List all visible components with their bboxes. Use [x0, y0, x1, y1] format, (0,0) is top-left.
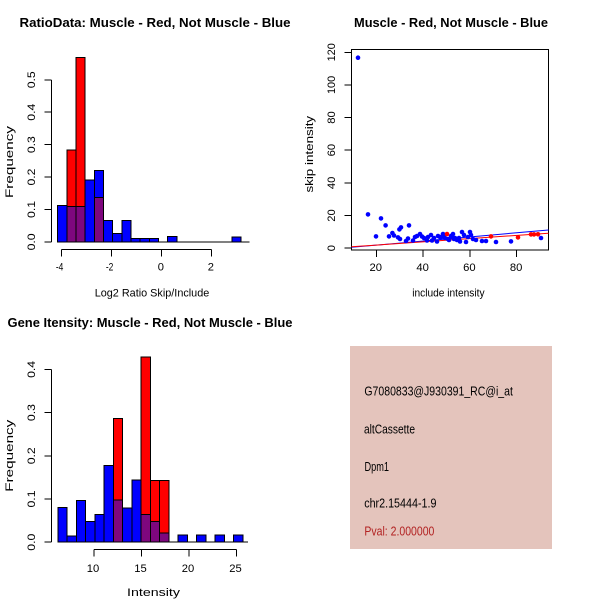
svg-text:0.1: 0.1: [26, 201, 38, 218]
svg-text:0.4: 0.4: [26, 361, 38, 378]
svg-text:40: 40: [416, 262, 429, 274]
svg-text:-2: -2: [106, 262, 114, 274]
svg-text:20: 20: [370, 262, 383, 274]
svg-text:0.0: 0.0: [26, 233, 38, 250]
svg-text:Gene Itensity: Muscle - Red, N: Gene Itensity: Muscle - Red, Not Muscle …: [8, 316, 293, 330]
svg-text:80: 80: [510, 262, 523, 274]
svg-text:Frequency: Frequency: [4, 419, 16, 492]
svg-text:120: 120: [326, 43, 338, 61]
svg-text:0.2: 0.2: [26, 169, 38, 186]
svg-text:10: 10: [87, 563, 100, 575]
svg-text:skip intensity: skip intensity: [304, 115, 316, 192]
svg-text:Dpm1: Dpm1: [365, 460, 390, 474]
svg-text:25: 25: [229, 563, 242, 575]
svg-text:-4: -4: [56, 262, 64, 274]
svg-text:40: 40: [326, 177, 338, 190]
svg-text:chr2.15444-1.9: chr2.15444-1.9: [364, 497, 436, 511]
svg-text:15: 15: [134, 563, 147, 575]
svg-text:100: 100: [326, 76, 338, 94]
svg-text:0: 0: [326, 245, 338, 251]
svg-text:altCassette: altCassette: [364, 423, 415, 437]
svg-text:2: 2: [208, 262, 214, 274]
svg-text:Frequency: Frequency: [4, 125, 16, 198]
svg-text:0.5: 0.5: [26, 71, 38, 88]
svg-text:20: 20: [326, 209, 338, 222]
svg-text:include intensity: include intensity: [412, 288, 485, 300]
svg-text:20: 20: [182, 563, 195, 575]
svg-text:0.1: 0.1: [26, 491, 38, 508]
svg-text:Log2 Ratio Skip/Include: Log2 Ratio Skip/Include: [95, 288, 210, 300]
svg-text:G7080833@J930391_RC@i_at: G7080833@J930391_RC@i_at: [364, 385, 513, 399]
svg-text:Muscle - Red, Not Muscle - Blu: Muscle - Red, Not Muscle - Blue: [354, 16, 548, 30]
svg-text:RatioData: Muscle - Red, Not M: RatioData: Muscle - Red, Not Muscle - Bl…: [20, 16, 291, 30]
svg-text:60: 60: [326, 144, 338, 157]
svg-text:0.3: 0.3: [26, 404, 38, 421]
svg-text:Intensity: Intensity: [127, 587, 181, 599]
svg-text:0.2: 0.2: [26, 447, 38, 464]
svg-text:0.0: 0.0: [26, 534, 38, 551]
svg-text:80: 80: [326, 111, 338, 124]
svg-text:0: 0: [158, 262, 164, 274]
svg-text:Pval: 2.000000: Pval: 2.000000: [364, 525, 434, 539]
svg-text:0.4: 0.4: [26, 104, 38, 121]
svg-text:0.3: 0.3: [26, 136, 38, 153]
svg-text:60: 60: [463, 262, 476, 274]
